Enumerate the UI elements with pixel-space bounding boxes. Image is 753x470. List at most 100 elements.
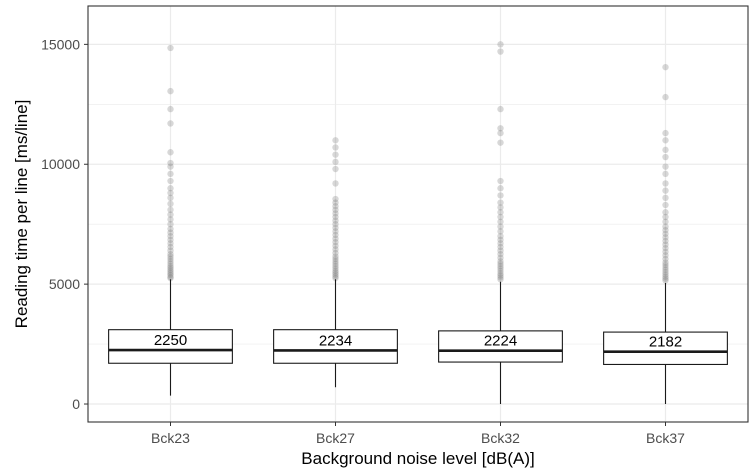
outlier-point [497,258,504,265]
outlier-point [662,271,669,278]
outlier-point [332,271,339,278]
outlier-point [332,210,339,217]
outlier-point [332,269,339,276]
outlier-point [497,125,504,132]
outlier-point [497,270,504,277]
outlier-point [497,250,504,258]
outlier-point [167,87,174,95]
outlier-point [332,258,339,265]
outlier-point [167,236,174,243]
outlier-point [662,259,669,266]
outlier-point [332,158,339,166]
outlier-point [332,195,339,203]
outlier-point [332,265,339,272]
outlier-point [497,199,504,206]
outlier-point [167,225,174,233]
outlier-point [662,153,669,161]
x-tick-label: Bck37 [646,430,685,446]
outlier-point [167,262,174,270]
outlier-point [662,146,669,154]
outlier-point [662,213,669,221]
outlier-point [332,213,339,221]
median-label: 2224 [484,333,517,350]
outlier-point [332,228,339,235]
outlier-point [332,217,339,224]
y-axis-title: Reading time per line [ms/line] [12,100,31,329]
outlier-point [662,237,669,245]
outlier-point [497,105,504,113]
box-bck23 [108,329,233,364]
box-bck27 [273,329,398,364]
outlier-point [662,277,669,284]
outlier-point [662,252,669,259]
outlier-point [332,242,339,249]
outlier-point [662,264,669,271]
outlier-point [332,246,339,253]
outlier-point [332,255,339,263]
outlier-point [662,163,669,170]
outlier-point [497,247,504,254]
outlier-point [662,266,669,273]
outlier-point [497,254,504,261]
outlier-point [497,204,504,211]
outlier-point [497,262,504,270]
outlier-point [662,234,669,241]
outlier-point [497,223,504,230]
outlier-point [332,144,339,151]
outlier-point [332,151,339,158]
outlier-point [167,220,174,228]
outlier-point [662,273,669,280]
outlier-point [662,230,669,237]
outlier-point [332,238,339,246]
outlier-point [167,250,174,258]
median-labels: 2250 2234 2224 2182 [154,332,682,351]
outlier-point [662,187,669,194]
outlier-point [497,192,504,199]
outlier-point [167,243,174,251]
outlier-point [662,255,669,263]
outlier-point [167,247,174,254]
outlier-point [662,226,669,234]
box-bck32 [438,330,563,363]
outlier-point [497,267,504,275]
outlier-point [167,159,174,167]
outlier-point [662,244,669,252]
outlier-point [332,203,339,210]
outlier-point [167,229,174,236]
outlier-point [497,228,504,235]
outlier-point [167,163,174,170]
outlier-point [332,220,339,228]
outlier-point [497,213,504,221]
outlier-point [167,216,174,223]
outlier-point [662,218,669,225]
outlier-point [497,276,504,283]
outlier-point [167,149,174,156]
outlier-point [497,272,504,279]
outlier-point [662,223,669,230]
outlier-point [497,218,504,225]
outlier-point [662,194,669,202]
median-label: 2234 [319,332,352,349]
boxes [108,279,728,405]
outlier-point [497,265,504,272]
outlier-point [167,206,174,214]
outlier-point [662,129,669,137]
outlier-point [167,260,174,267]
outlier-point [662,261,669,269]
x-tick-label: Bck23 [151,430,190,446]
outlier-point [332,224,339,231]
y-tick-label: 15000 [41,36,80,52]
outlier-point [332,206,339,214]
outlier-point [332,165,339,173]
outlier-point [662,137,669,144]
outlier-point [167,255,174,263]
outlier-point [497,185,504,192]
outlier-point [167,240,174,247]
outlier-point [497,240,504,247]
outlier-point [662,275,669,282]
outlier-point [332,262,339,270]
outlier-point [167,177,174,185]
outlier-point [497,274,504,281]
outlier-point [167,268,174,275]
